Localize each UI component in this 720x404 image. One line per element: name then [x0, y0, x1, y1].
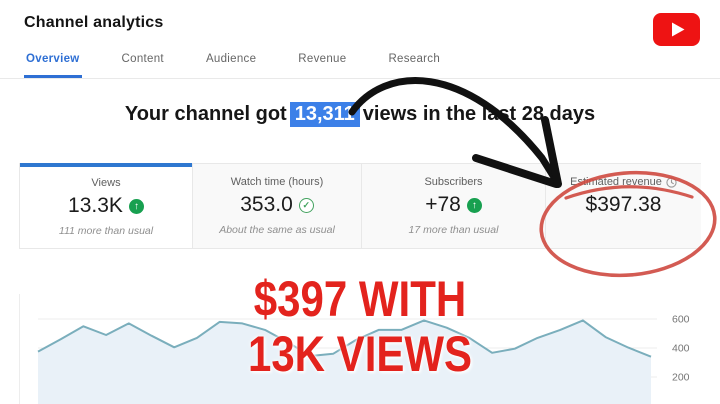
- up-arrow-icon: ↑: [128, 198, 144, 214]
- metric-label: Estimated revenue: [570, 176, 662, 188]
- metric-value: $397.38: [585, 193, 662, 216]
- headline-prefix: Your channel got: [124, 103, 287, 125]
- metric-card-views[interactable]: Views 13.3K ↑ 111 more than usual: [20, 163, 192, 248]
- metric-note: About the same as usual: [219, 224, 335, 236]
- header: Channel analytics: [0, 0, 720, 32]
- metric-note: 17 more than usual: [408, 224, 499, 236]
- metric-value: +78: [425, 193, 461, 216]
- metric-label: Views: [91, 177, 121, 189]
- tab-overview[interactable]: Overview: [24, 49, 82, 78]
- y-axis-tick-label: 600: [672, 314, 690, 326]
- metric-value: 13.3K: [68, 194, 123, 217]
- up-arrow-icon: ↑: [466, 197, 482, 213]
- youtube-logo-icon[interactable]: [653, 13, 700, 46]
- analytics-tabs: Overview Content Audience Revenue Resear…: [0, 49, 720, 79]
- metric-label: Watch time (hours): [230, 176, 324, 188]
- tab-audience[interactable]: Audience: [204, 49, 258, 78]
- chart-line: [37, 319, 652, 358]
- views-line-chart: 600 400 200: [19, 294, 705, 404]
- y-axis-tick-label: 400: [672, 343, 690, 355]
- metric-cards-row: Views 13.3K ↑ 111 more than usual Watch …: [19, 163, 701, 249]
- metric-value: 353.0: [240, 193, 293, 216]
- chart-area-fill: [38, 320, 651, 404]
- clock-icon: [666, 176, 677, 188]
- y-axis-tick-label: 200: [672, 372, 690, 384]
- metric-card-estimated-revenue[interactable]: Estimated revenue $397.38: [545, 163, 701, 248]
- headline-suffix: views in the last 28 days: [362, 103, 596, 125]
- tab-research[interactable]: Research: [386, 49, 442, 78]
- metric-card-subscribers[interactable]: Subscribers +78 ↑ 17 more than usual: [361, 163, 545, 248]
- page-title: Channel analytics: [24, 14, 164, 31]
- tab-content[interactable]: Content: [120, 49, 166, 78]
- check-circle-icon: ✓: [298, 197, 314, 213]
- metric-card-watch-time[interactable]: Watch time (hours) 353.0 ✓ About the sam…: [192, 163, 361, 248]
- metric-label: Subscribers: [424, 176, 483, 188]
- headline: Your channel got 13,311 views in the last …: [0, 102, 720, 127]
- tab-revenue[interactable]: Revenue: [296, 49, 348, 78]
- metric-note: 111 more than usual: [58, 225, 154, 237]
- views-count-highlight: 13,311: [289, 102, 360, 127]
